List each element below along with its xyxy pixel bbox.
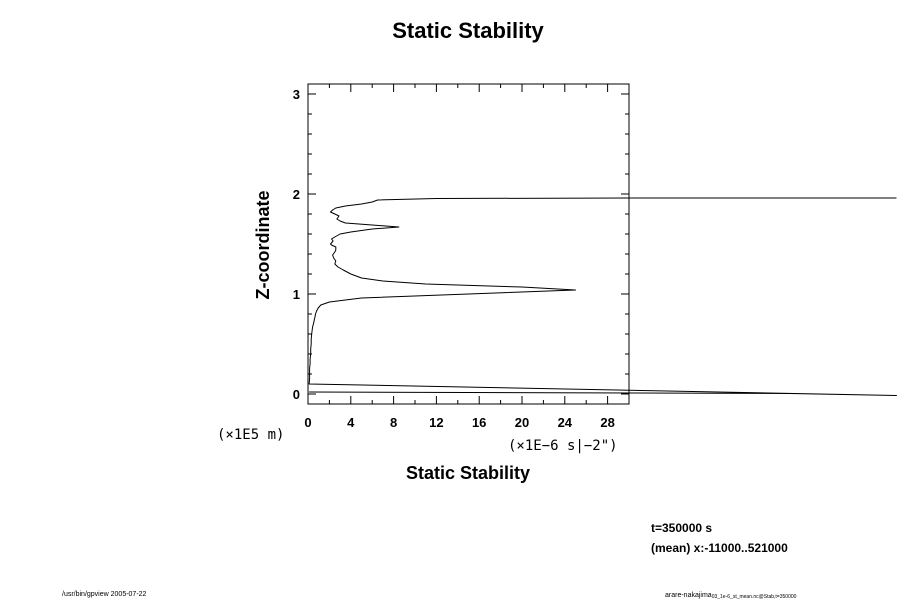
x-tick-label: 12 xyxy=(429,415,443,430)
x-tick-label: 0 xyxy=(304,415,311,430)
time-info: t=350000 s xyxy=(651,521,712,535)
x-tick-label: 20 xyxy=(515,415,529,430)
y-axis-ticks: 0 1 2 3 xyxy=(293,87,629,402)
x-unit-label: (×1E−6 s|−2") xyxy=(508,438,618,454)
y-tick-label: 3 xyxy=(293,87,300,102)
footer-right-sub: 03_1e-6_st_mean.nc@Stab,t=350000 xyxy=(712,594,797,600)
x-axis-title: Static Stability xyxy=(406,463,530,483)
x-tick-label: 28 xyxy=(600,415,614,430)
plot-frame xyxy=(307,83,630,405)
x-tick-label: 16 xyxy=(472,415,486,430)
y-unit-label: (×1E5 m) xyxy=(217,427,284,443)
footer-left: /usr/bin/gpview 2005-07-22 xyxy=(62,591,147,598)
mean-info: (mean) x:-11000..521000 xyxy=(651,541,788,555)
footer-right-main: arare-nakajima xyxy=(665,592,712,599)
chart-title: Static Stability xyxy=(392,18,544,43)
y-axis-title: Z-coordinate xyxy=(253,190,273,299)
y-tick-label: 2 xyxy=(293,187,300,202)
y-tick-label: 0 xyxy=(293,387,300,402)
x-tick-label: 24 xyxy=(558,415,573,430)
series-line xyxy=(308,197,897,396)
x-axis-ticks: 0 4 8 12 16 20 24 28 xyxy=(304,84,630,430)
footer-right: arare-nakajima03_1e-6_st_mean.nc@Stab,t=… xyxy=(665,592,797,600)
x-tick-label: 8 xyxy=(390,415,397,430)
x-tick-label: 4 xyxy=(347,415,355,430)
y-tick-label: 1 xyxy=(293,287,300,302)
